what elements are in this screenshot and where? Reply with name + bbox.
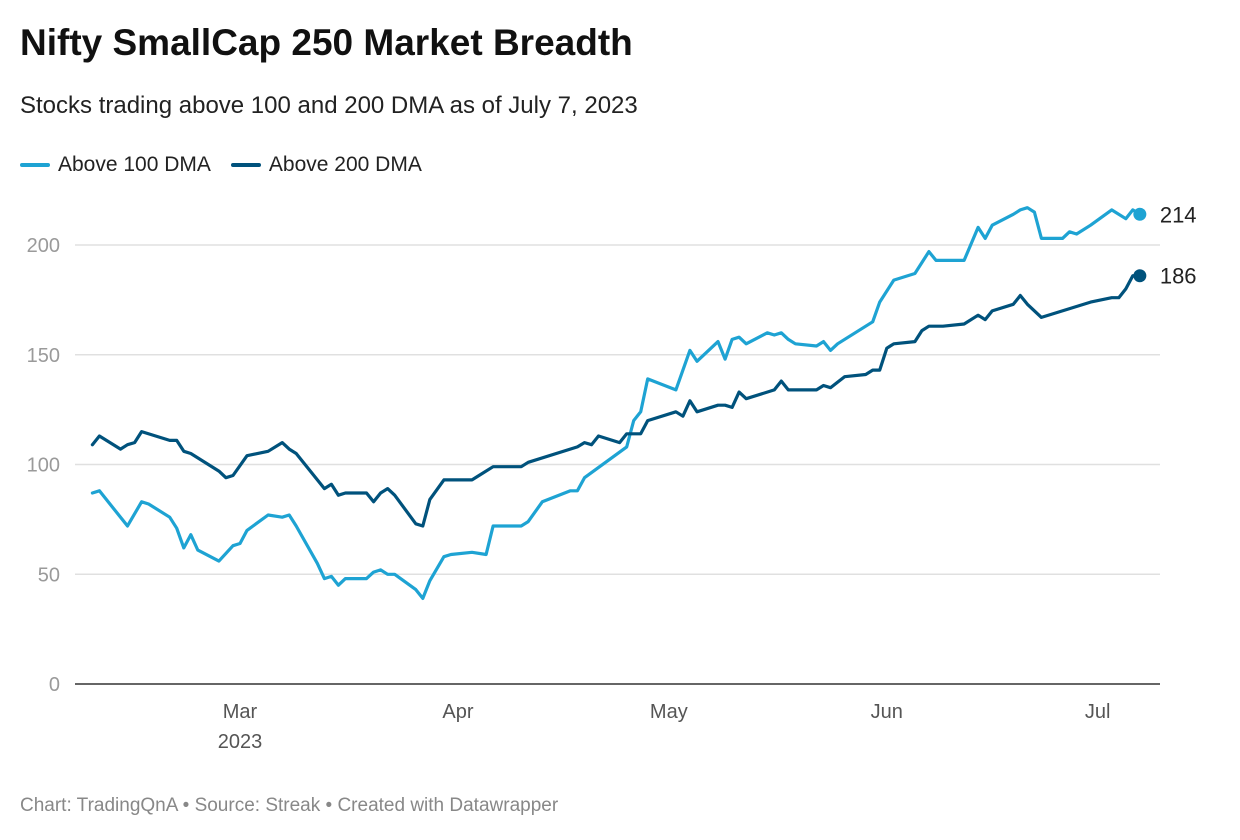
x-tick-label: Jun (871, 701, 903, 723)
chart-title: Nifty SmallCap 250 Market Breadth (20, 22, 633, 63)
end-value-label: 214 (1160, 202, 1197, 227)
end-point-marker (1133, 269, 1147, 283)
y-tick-label: 50 (38, 564, 60, 586)
legend-swatch-above-200-dma (230, 163, 261, 167)
legend-label: Above 100 DMA (58, 153, 211, 176)
y-tick-label: 0 (49, 674, 60, 696)
chart-footer: Chart: TradingQnA • Source: Streak • Cre… (20, 795, 559, 816)
legend-item-above-100-dma: Above 100 DMA (20, 153, 211, 177)
legend-item-above-200-dma: Above 200 DMA (230, 153, 422, 177)
y-tick-label: 100 (27, 455, 60, 477)
series-line-above-100-dma (90, 206, 1142, 601)
y-tick-label: 200 (27, 235, 60, 257)
chart-subtitle: Stocks trading above 100 and 200 DMA as … (20, 92, 638, 119)
x-tick-label: Mar (223, 701, 258, 723)
x-tick-label: Apr (442, 701, 473, 723)
end-point-marker (1133, 207, 1147, 221)
y-tick-label: 150 (27, 345, 60, 367)
x-tick-sublabel: 2023 (218, 731, 263, 753)
legend-label: Above 200 DMA (268, 153, 422, 176)
x-tick-label: May (650, 701, 688, 723)
x-tick-label: Jul (1085, 701, 1111, 723)
end-value-label: 186 (1160, 264, 1197, 289)
series-line-above-200-dma (90, 274, 1142, 528)
legend: Above 100 DMA Above 200 DMA (20, 153, 422, 177)
legend-swatch-above-100-dma (20, 163, 50, 167)
